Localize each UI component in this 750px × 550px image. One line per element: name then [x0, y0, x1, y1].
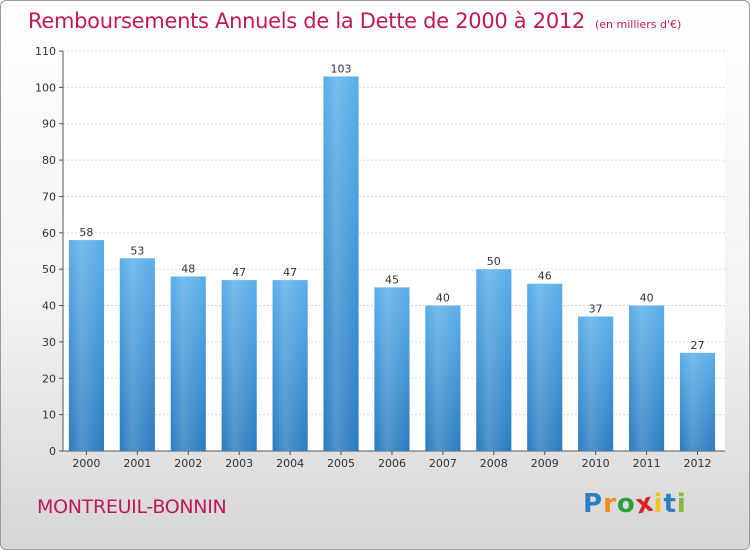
chart-subtitle: (en milliers d'€) [595, 18, 682, 31]
bar-value-label: 58 [79, 226, 93, 239]
y-tick-label: 90 [42, 118, 56, 131]
x-tick-label: 2000 [72, 457, 100, 470]
bar-shine [374, 287, 410, 451]
x-tick-label: 2005 [327, 457, 355, 470]
bar-value-label: 47 [283, 266, 297, 279]
bar-shine [323, 76, 359, 452]
bar-value-label: 40 [436, 292, 450, 305]
bars: 58 53 48 47 47 103 45 40 50 46 37 40 27 [68, 62, 716, 452]
chart-title: Remboursements Annuels de la Dette de 20… [28, 9, 682, 33]
x-tick-label: 2006 [378, 457, 406, 470]
logo-letter: r [603, 489, 617, 519]
bar-value-label: 47 [232, 266, 246, 279]
logo-letter: i [653, 489, 664, 519]
bar-shine [221, 280, 257, 451]
y-tick-label: 80 [42, 154, 56, 167]
bar-shine [476, 269, 512, 451]
y-tick-label: 30 [42, 336, 56, 349]
x-tick-label: 2008 [480, 457, 508, 470]
bar-shine [679, 352, 716, 451]
bar-value-label: 27 [691, 339, 705, 352]
commune-name: MONTREUIL-BONNIN [37, 496, 227, 518]
bar-shine [425, 305, 461, 451]
x-axis: 2000 2001 2002 2003 2004 2005 2006 2007 2008 2009… [72, 451, 712, 470]
x-tick-label: 2007 [429, 457, 457, 470]
bar-shine [119, 258, 155, 451]
bar-value-label: 48 [181, 262, 195, 275]
bar-shine [68, 240, 104, 451]
x-tick-label: 2011 [633, 457, 661, 470]
logo-letter: i [676, 489, 687, 519]
logo-letter: t [663, 489, 677, 519]
x-tick-label: 2009 [531, 457, 559, 470]
x-tick-label: 2012 [684, 457, 712, 470]
logo-letter: P [583, 489, 604, 519]
proxiti-logo: Proxiti [583, 487, 687, 520]
x-tick-label: 2001 [123, 457, 151, 470]
bar-value-label: 53 [130, 244, 144, 257]
y-tick-label: 60 [42, 227, 56, 240]
bar-shine [272, 280, 308, 451]
bar-value-label: 50 [487, 255, 501, 268]
y-tick-label: 70 [42, 190, 56, 203]
logo-letter: o [616, 489, 636, 519]
bar-value-label: 37 [589, 302, 603, 315]
x-tick-label: 2002 [174, 457, 202, 470]
bar-shine [527, 283, 563, 451]
x-tick-label: 2010 [582, 457, 610, 470]
x-tick-label: 2004 [276, 457, 304, 470]
y-tick-label: 0 [49, 445, 56, 458]
y-tick-label: 110 [35, 45, 56, 58]
bar-shine [170, 276, 206, 451]
bar-shine [578, 316, 614, 451]
y-tick-label: 50 [42, 263, 56, 276]
bar-value-label: 45 [385, 273, 399, 286]
x-tick-label: 2003 [225, 457, 253, 470]
bar-value-label: 40 [640, 292, 654, 305]
bar-shine [629, 305, 665, 451]
bar-value-label: 46 [538, 270, 552, 283]
bar-value-label: 103 [331, 62, 352, 75]
y-tick-label: 10 [42, 409, 56, 422]
y-tick-label: 20 [42, 372, 56, 385]
y-tick-label: 100 [35, 81, 56, 94]
y-tick-label: 40 [42, 300, 56, 313]
